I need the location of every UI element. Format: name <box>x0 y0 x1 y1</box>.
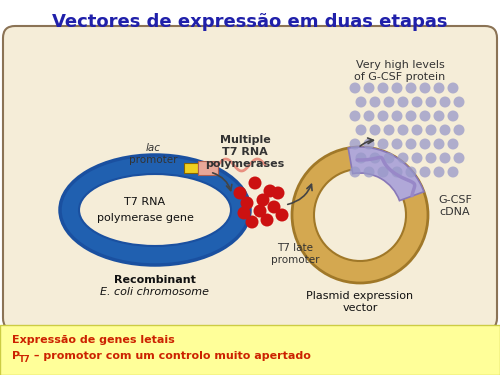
Circle shape <box>350 166 360 177</box>
Text: P: P <box>12 351 20 361</box>
Circle shape <box>240 196 254 210</box>
Circle shape <box>398 153 408 164</box>
Circle shape <box>426 124 436 135</box>
Circle shape <box>364 82 374 93</box>
Circle shape <box>378 82 388 93</box>
Circle shape <box>248 177 262 189</box>
Circle shape <box>392 138 402 150</box>
Circle shape <box>412 124 422 135</box>
Circle shape <box>356 96 366 108</box>
Circle shape <box>254 204 266 218</box>
Circle shape <box>420 111 430 122</box>
Circle shape <box>246 216 258 228</box>
Circle shape <box>350 82 360 93</box>
Circle shape <box>356 124 366 135</box>
FancyBboxPatch shape <box>0 325 500 375</box>
Circle shape <box>370 153 380 164</box>
Text: Plasmid expression: Plasmid expression <box>306 291 414 301</box>
Circle shape <box>454 124 464 135</box>
Circle shape <box>256 194 270 207</box>
Text: T7 RNA: T7 RNA <box>124 197 166 207</box>
Text: G-CSF: G-CSF <box>438 195 472 205</box>
Circle shape <box>448 111 458 122</box>
Text: of G-CSF protein: of G-CSF protein <box>354 72 446 82</box>
Text: E. coli chromosome: E. coli chromosome <box>100 287 210 297</box>
Circle shape <box>238 207 250 219</box>
Text: vector: vector <box>342 303 378 313</box>
Text: Vectores de expressão em duas etapas: Vectores de expressão em duas etapas <box>52 13 448 31</box>
Circle shape <box>406 138 416 150</box>
Circle shape <box>384 96 394 108</box>
Text: Very high levels: Very high levels <box>356 60 444 70</box>
Text: cDNA: cDNA <box>440 207 470 217</box>
Circle shape <box>392 166 402 177</box>
Circle shape <box>406 166 416 177</box>
Circle shape <box>434 138 444 150</box>
Bar <box>184 163 198 173</box>
Wedge shape <box>348 147 424 201</box>
Circle shape <box>350 111 360 122</box>
Circle shape <box>378 138 388 150</box>
Circle shape <box>264 184 276 198</box>
Text: Expressão de genes letais: Expressão de genes letais <box>12 335 175 345</box>
Circle shape <box>454 96 464 108</box>
Circle shape <box>420 82 430 93</box>
Ellipse shape <box>292 147 428 283</box>
Text: T7: T7 <box>19 356 30 364</box>
Bar <box>198 161 218 175</box>
Text: Recombinant: Recombinant <box>114 275 196 285</box>
Circle shape <box>364 111 374 122</box>
Circle shape <box>384 153 394 164</box>
Circle shape <box>434 166 444 177</box>
Circle shape <box>420 138 430 150</box>
Circle shape <box>370 96 380 108</box>
Circle shape <box>448 166 458 177</box>
Circle shape <box>350 138 360 150</box>
Circle shape <box>440 96 450 108</box>
Circle shape <box>426 153 436 164</box>
Circle shape <box>234 186 246 200</box>
Circle shape <box>440 153 450 164</box>
Text: Multiple: Multiple <box>220 135 270 145</box>
Circle shape <box>434 82 444 93</box>
Text: T7 late: T7 late <box>277 243 313 253</box>
Circle shape <box>364 138 374 150</box>
Circle shape <box>378 166 388 177</box>
Ellipse shape <box>314 169 406 261</box>
Ellipse shape <box>79 174 231 246</box>
Circle shape <box>364 166 374 177</box>
Circle shape <box>392 111 402 122</box>
Circle shape <box>370 124 380 135</box>
Circle shape <box>448 138 458 150</box>
Circle shape <box>260 213 274 226</box>
Text: polymerases: polymerases <box>206 159 284 169</box>
Circle shape <box>420 166 430 177</box>
FancyBboxPatch shape <box>3 26 497 330</box>
Circle shape <box>384 124 394 135</box>
Circle shape <box>454 153 464 164</box>
Ellipse shape <box>60 155 250 265</box>
Circle shape <box>272 186 284 200</box>
Text: – promotor com um controlo muito apertado: – promotor com um controlo muito apertad… <box>30 351 311 361</box>
Text: lac: lac <box>146 143 160 153</box>
Circle shape <box>392 82 402 93</box>
Text: T7 RNA: T7 RNA <box>222 147 268 157</box>
Circle shape <box>406 82 416 93</box>
Circle shape <box>440 124 450 135</box>
Circle shape <box>356 153 366 164</box>
Circle shape <box>406 111 416 122</box>
Text: polymerase gene: polymerase gene <box>96 213 194 223</box>
Circle shape <box>398 96 408 108</box>
Circle shape <box>276 209 288 222</box>
Circle shape <box>434 111 444 122</box>
Circle shape <box>412 153 422 164</box>
Circle shape <box>412 96 422 108</box>
Circle shape <box>398 124 408 135</box>
Circle shape <box>426 96 436 108</box>
Text: promoter: promoter <box>271 255 320 265</box>
Circle shape <box>448 82 458 93</box>
Circle shape <box>268 201 280 213</box>
Circle shape <box>378 111 388 122</box>
Text: promoter: promoter <box>129 155 177 165</box>
